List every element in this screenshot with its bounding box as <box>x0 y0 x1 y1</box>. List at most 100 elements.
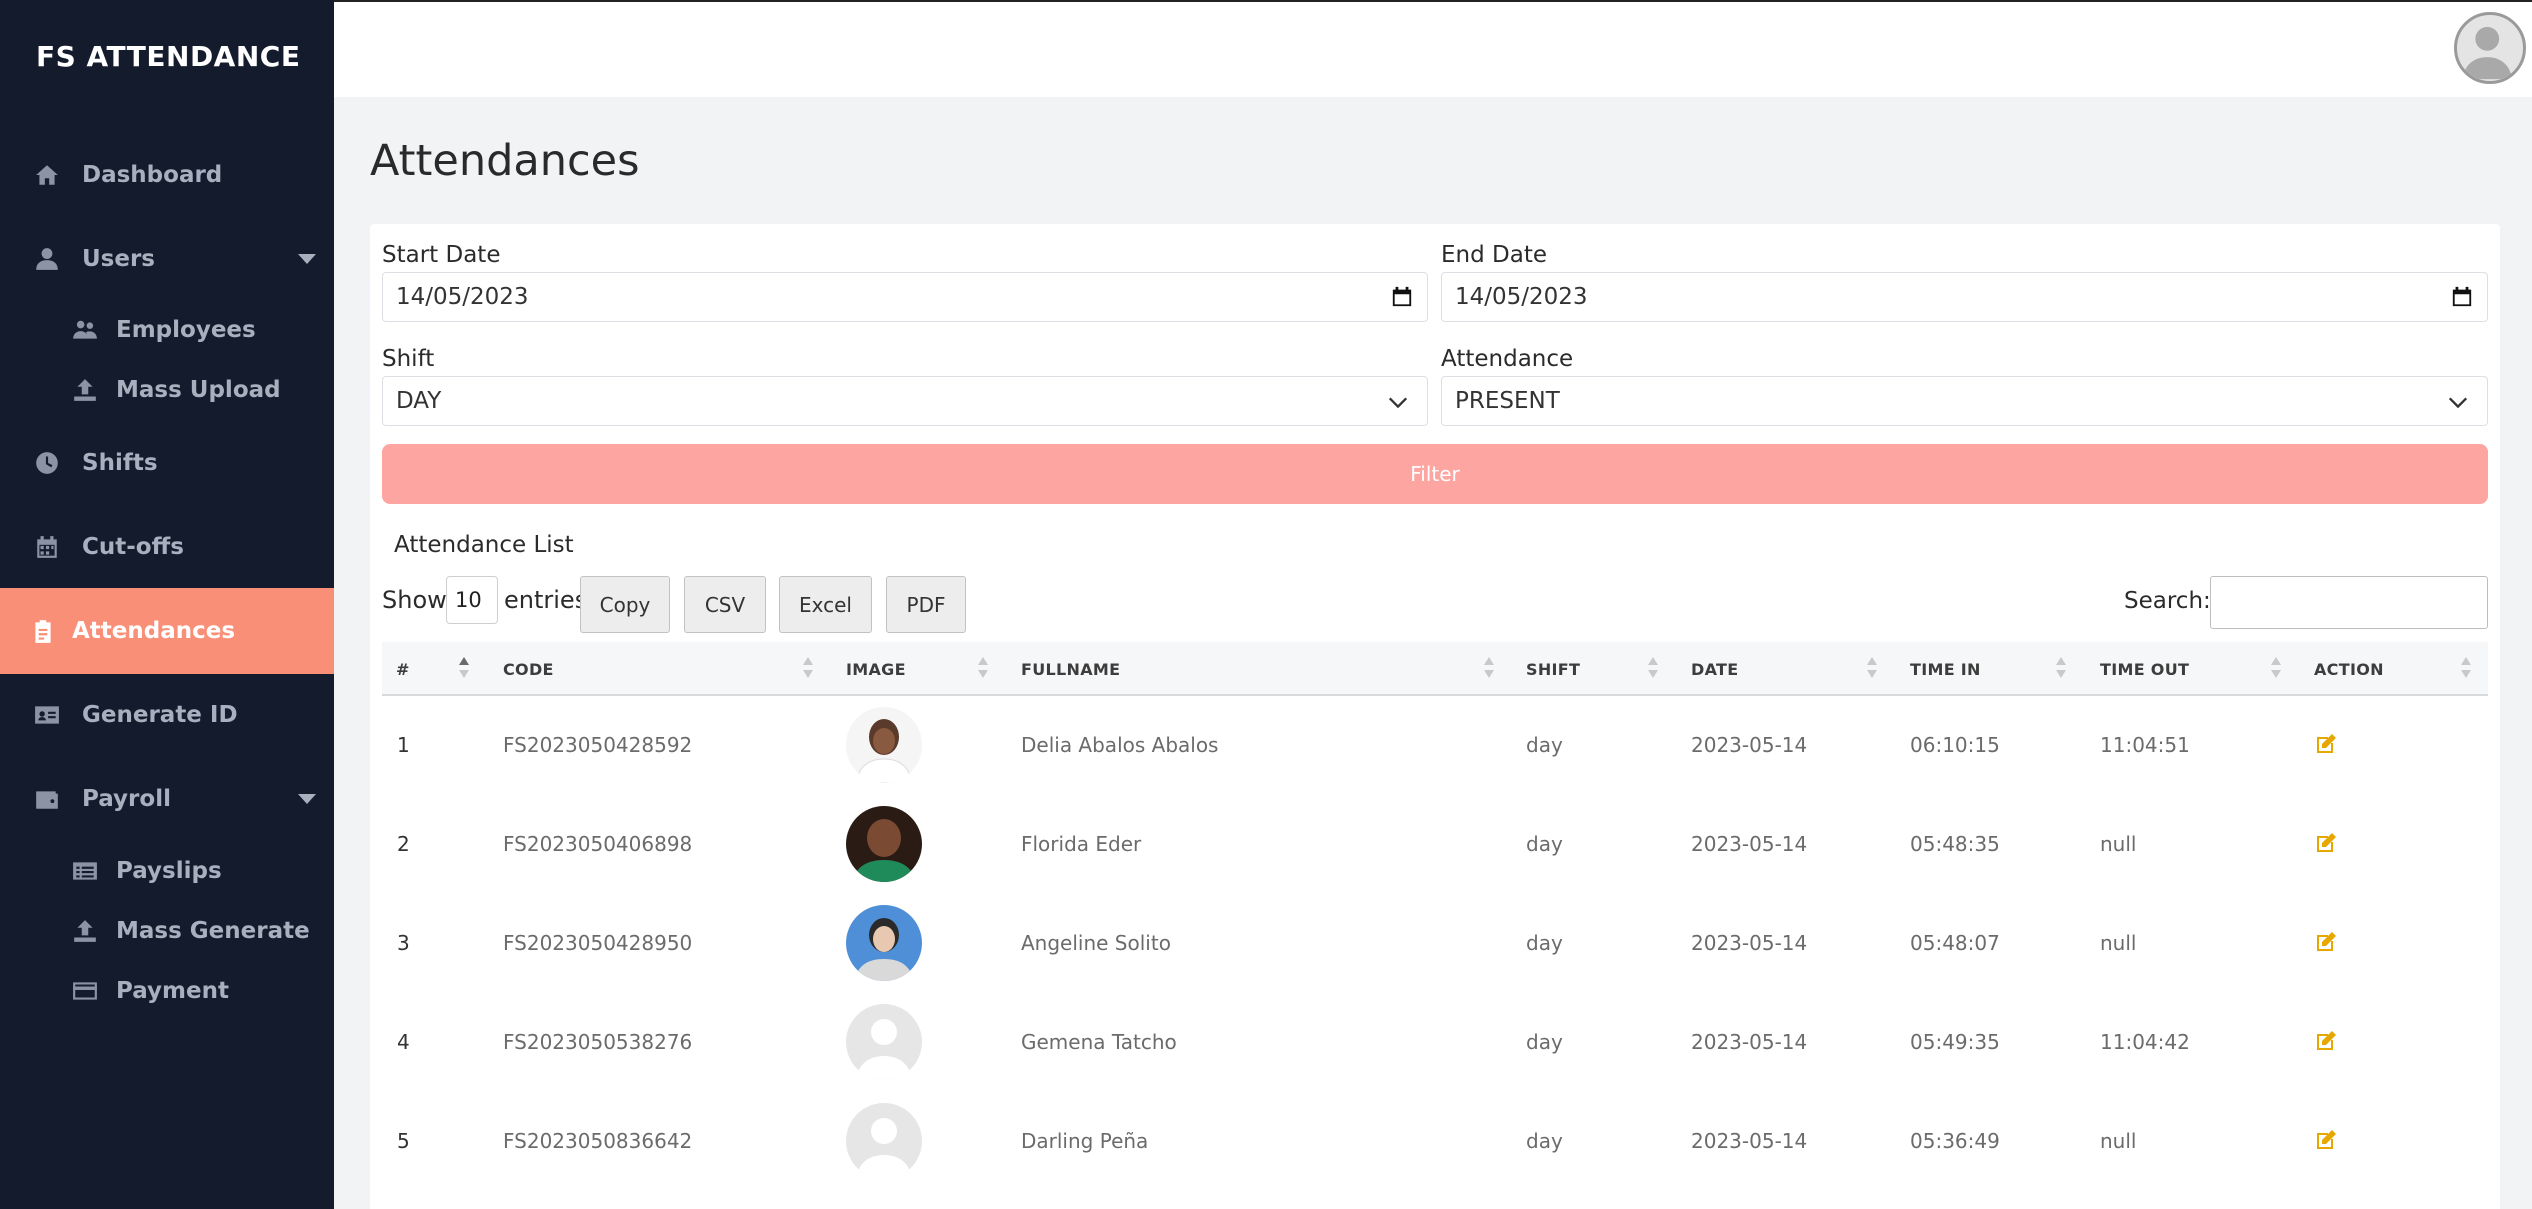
sidebar-item-label: Employees <box>116 317 256 343</box>
col-image[interactable]: IMAGE <box>846 659 906 679</box>
brand-logo: FS ATTENDANCE <box>36 40 301 73</box>
csv-button[interactable]: CSV <box>684 576 766 633</box>
employee-photo <box>846 707 922 783</box>
copy-button[interactable]: Copy <box>580 576 670 633</box>
sidebar-item-shifts[interactable]: Shifts <box>0 431 334 495</box>
employee-photo <box>846 806 922 882</box>
cell-shift: day <box>1526 1029 1563 1054</box>
list-title: Attendance List <box>394 532 574 558</box>
table-row: 5 FS2023050836642 Darling Peña day 2023-… <box>382 1091 2488 1190</box>
default-avatar-icon <box>846 1004 922 1080</box>
table-row: 4 FS2023050538276 Gemena Tatcho day 2023… <box>382 992 2488 1091</box>
sidebar-item-label: Users <box>82 246 155 272</box>
col-date[interactable]: DATE <box>1691 659 1739 679</box>
cell-time-in: 05:49:35 <box>1910 1029 2000 1054</box>
sidebar-item-label: Mass Upload <box>116 377 281 403</box>
cell-num: 2 <box>397 831 410 856</box>
edit-icon[interactable] <box>2314 831 2338 855</box>
sidebar-item-employees[interactable]: Employees <box>0 298 334 362</box>
cell-time-out: 11:04:51 <box>2100 732 2190 757</box>
users-group-icon <box>72 317 98 343</box>
sidebar-item-dashboard[interactable]: Dashboard <box>0 143 334 207</box>
sidebar-item-generate-id[interactable]: Generate ID <box>0 683 334 747</box>
shift-value: DAY <box>396 388 442 414</box>
search-label: Search: <box>2124 588 2211 614</box>
calendar-icon[interactable] <box>1391 286 1413 308</box>
end-date-field[interactable]: 14/05/2023 <box>1441 272 2488 322</box>
sidebar-item-users[interactable]: Users <box>0 227 334 291</box>
sidebar-item-payroll[interactable]: Payroll <box>0 767 334 831</box>
chevron-down-icon <box>298 794 316 804</box>
start-date-label: Start Date <box>382 242 501 268</box>
receipt-icon <box>72 858 98 884</box>
cell-code: FS2023050406898 <box>503 831 693 856</box>
edit-icon[interactable] <box>2314 732 2338 756</box>
cell-code: FS2023050538276 <box>503 1029 693 1054</box>
sidebar-item-mass-upload[interactable]: Mass Upload <box>0 358 334 422</box>
sidebar-item-label: Mass Generate <box>116 918 310 944</box>
user-icon <box>34 246 60 272</box>
cell-fullname: Darling Peña <box>1021 1128 1149 1153</box>
upload-icon <box>72 918 98 944</box>
cell-code: FS2023050428592 <box>503 732 693 757</box>
attendance-value: PRESENT <box>1455 388 1560 414</box>
wallet-icon <box>34 786 60 812</box>
sidebar-item-label: Dashboard <box>82 162 223 188</box>
show-label: Show <box>382 586 447 614</box>
entries-value: 10 <box>455 588 482 612</box>
edit-icon[interactable] <box>2314 930 2338 954</box>
end-date-label: End Date <box>1441 242 1547 268</box>
filter-button[interactable]: Filter <box>382 444 2488 504</box>
cell-num: 4 <box>397 1029 410 1054</box>
entries-length-select[interactable]: 10 <box>446 576 498 624</box>
sort-icon <box>978 657 988 681</box>
chevron-down-icon <box>2448 397 2468 409</box>
cell-code: FS2023050836642 <box>503 1128 693 1153</box>
cell-fullname: Angeline Solito <box>1021 930 1171 955</box>
edit-icon[interactable] <box>2314 1128 2338 1152</box>
entries-label: entries <box>504 586 588 614</box>
sidebar-item-mass-generate[interactable]: Mass Generate <box>0 899 334 963</box>
col-fullname[interactable]: FULLNAME <box>1021 659 1121 679</box>
sort-icon <box>459 657 469 681</box>
pdf-button[interactable]: PDF <box>886 576 966 633</box>
employee-photo <box>846 905 922 981</box>
cell-fullname: Gemena Tatcho <box>1021 1029 1177 1054</box>
sidebar-item-payment[interactable]: Payment <box>0 959 334 1023</box>
home-icon <box>34 162 60 188</box>
chevron-down-icon <box>1388 397 1408 409</box>
col-shift[interactable]: SHIFT <box>1526 659 1581 679</box>
cell-date: 2023-05-14 <box>1691 732 1808 757</box>
table-header: # CODE IMAGE FULLNAME SHIFT DATE TIME IN… <box>382 642 2488 696</box>
sort-icon <box>1867 657 1877 681</box>
cell-code: FS2023050428950 <box>503 930 693 955</box>
sidebar-item-payslips[interactable]: Payslips <box>0 839 334 903</box>
edit-icon[interactable] <box>2314 1029 2338 1053</box>
start-date-field[interactable]: 14/05/2023 <box>382 272 1428 322</box>
col-time-in[interactable]: TIME IN <box>1910 659 1981 679</box>
cell-shift: day <box>1526 831 1563 856</box>
col-code[interactable]: CODE <box>503 659 554 679</box>
sort-icon <box>1648 657 1658 681</box>
col-action[interactable]: ACTION <box>2314 659 2384 679</box>
table-row: 3 FS2023050428950 Angeline Solito day 20… <box>382 893 2488 992</box>
cell-fullname: Florida Eder <box>1021 831 1142 856</box>
sidebar-item-cut-offs[interactable]: Cut-offs <box>0 515 334 579</box>
default-avatar-icon <box>846 1103 922 1179</box>
col-time-out[interactable]: TIME OUT <box>2100 659 2190 679</box>
cell-fullname: Delia Abalos Abalos <box>1021 732 1219 757</box>
user-avatar[interactable] <box>2454 12 2526 84</box>
calendar-icon[interactable] <box>2451 286 2473 308</box>
sidebar-item-label: Payroll <box>82 786 171 812</box>
search-input[interactable] <box>2210 576 2488 629</box>
cell-time-out: null <box>2100 1128 2137 1153</box>
sort-icon <box>2056 657 2066 681</box>
excel-button[interactable]: Excel <box>779 576 872 633</box>
sidebar-item-label: Shifts <box>82 450 158 476</box>
col-num[interactable]: # <box>396 659 410 679</box>
shift-select[interactable]: DAY <box>382 376 1428 426</box>
attendance-select[interactable]: PRESENT <box>1441 376 2488 426</box>
cell-shift: day <box>1526 1128 1563 1153</box>
cell-time-out: null <box>2100 831 2137 856</box>
sidebar-item-attendances[interactable]: Attendances <box>0 588 334 674</box>
